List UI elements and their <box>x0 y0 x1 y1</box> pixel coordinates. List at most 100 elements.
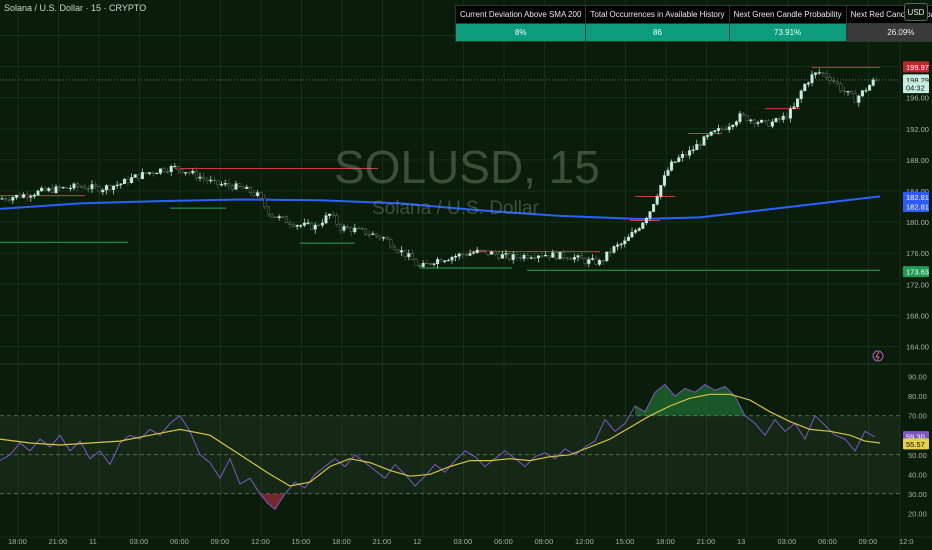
candle-body <box>180 169 184 173</box>
price-axis-tag: 04:32 <box>903 82 929 94</box>
candle-body <box>551 252 555 258</box>
candle-body <box>94 184 98 187</box>
candle-body <box>673 161 677 163</box>
rsi-axis-tag: 55.57 <box>903 438 929 450</box>
time-axis-tick: 03:00 <box>130 537 149 546</box>
watermark-name: Solana / U.S. Dollar <box>372 198 539 219</box>
candle-body <box>680 154 684 158</box>
candle-body <box>11 197 15 201</box>
candle-body <box>410 253 414 260</box>
rsi-overbought-fill <box>635 384 745 416</box>
candle-body <box>461 253 465 255</box>
candle-body <box>619 243 623 246</box>
candle-body <box>115 184 119 187</box>
candle-body <box>216 180 220 185</box>
candle-body <box>194 170 198 179</box>
candle-body <box>227 183 231 187</box>
candle-body <box>302 222 306 226</box>
candle-body <box>850 91 854 94</box>
candle-body <box>266 206 270 215</box>
candle-body <box>281 216 285 218</box>
candle-body <box>846 91 850 93</box>
candle-body <box>756 122 760 124</box>
candle-body <box>83 186 87 189</box>
price-axis-tag: 199.97 <box>903 61 929 73</box>
candle-body <box>43 187 47 191</box>
candle-body <box>392 246 396 251</box>
candle-body <box>806 82 810 85</box>
candle-body <box>536 255 540 259</box>
candle-body <box>317 224 321 227</box>
candle-body <box>583 258 587 264</box>
price-axis-tick: 176.00 <box>906 249 929 258</box>
time-axis-tick: 06:00 <box>818 537 837 546</box>
rsi-tag-label: 59.30 <box>906 433 925 442</box>
candle-body <box>515 254 519 258</box>
candle-body <box>709 131 713 136</box>
candle-body <box>148 172 152 174</box>
stats-value-occurrences: 86 <box>585 23 730 42</box>
candle-body <box>407 253 411 257</box>
candle-body <box>688 150 692 156</box>
candle-body <box>781 115 785 120</box>
candle-body <box>742 113 746 116</box>
candle-body <box>374 233 378 237</box>
candle-body <box>241 186 245 189</box>
candle-body <box>763 120 767 122</box>
candle-body <box>292 224 296 227</box>
candle-body <box>230 185 234 190</box>
candle-body <box>205 178 209 182</box>
candle-body <box>166 171 170 173</box>
price-axis-tick: 188.00 <box>906 156 929 165</box>
candle-body <box>112 185 116 190</box>
candle-body <box>284 216 288 224</box>
candle-body <box>443 260 447 262</box>
candle-body <box>720 128 724 130</box>
candle-body <box>702 136 706 146</box>
candle-body <box>209 179 213 182</box>
candle-body <box>191 170 195 174</box>
candle-body <box>716 128 720 131</box>
candle-body <box>464 254 468 256</box>
candle-body <box>378 235 382 239</box>
candle-body <box>778 118 782 120</box>
candle-body <box>522 254 526 259</box>
candle-body <box>590 258 594 260</box>
candle-body <box>738 113 742 122</box>
candle-body <box>122 178 126 185</box>
candle-body <box>220 184 224 186</box>
candle-body <box>587 259 591 264</box>
candle-body <box>698 144 702 146</box>
price-axis-tick: 192.00 <box>906 125 929 134</box>
candle-body <box>414 259 418 266</box>
candle-body <box>36 190 40 196</box>
candle-body <box>108 185 112 190</box>
candle-body <box>144 172 148 174</box>
candle-body <box>835 81 839 85</box>
candle-body <box>616 244 620 247</box>
price-axis-tag: 182.81 <box>903 191 929 203</box>
price-tag-bg <box>903 191 929 203</box>
sma200-line <box>0 195 881 221</box>
candle-body <box>86 188 90 190</box>
candle-body <box>259 192 263 199</box>
candle-body <box>868 85 872 91</box>
currency-button[interactable]: USD <box>904 3 928 21</box>
candle-body <box>58 186 62 189</box>
candle-body <box>349 227 353 232</box>
candle-body <box>853 93 857 103</box>
stats-table: Current Deviation Above SMA 200 Total Oc… <box>454 5 932 42</box>
price-axis-tick: 196.00 <box>906 94 929 103</box>
price-tag-label: 182.81 <box>906 203 929 212</box>
candle-body <box>695 144 699 151</box>
candle-body <box>824 73 828 78</box>
candle-body <box>353 227 357 232</box>
symbol-header[interactable]: Solana / U.S. Dollar · 15 · CRYPTO <box>4 3 147 13</box>
candle-body <box>479 249 483 252</box>
candle-body <box>634 230 638 233</box>
candle-body <box>760 120 764 123</box>
candle-body <box>684 154 688 156</box>
candle-body <box>32 194 36 197</box>
lightning-icon-ring <box>872 350 884 362</box>
